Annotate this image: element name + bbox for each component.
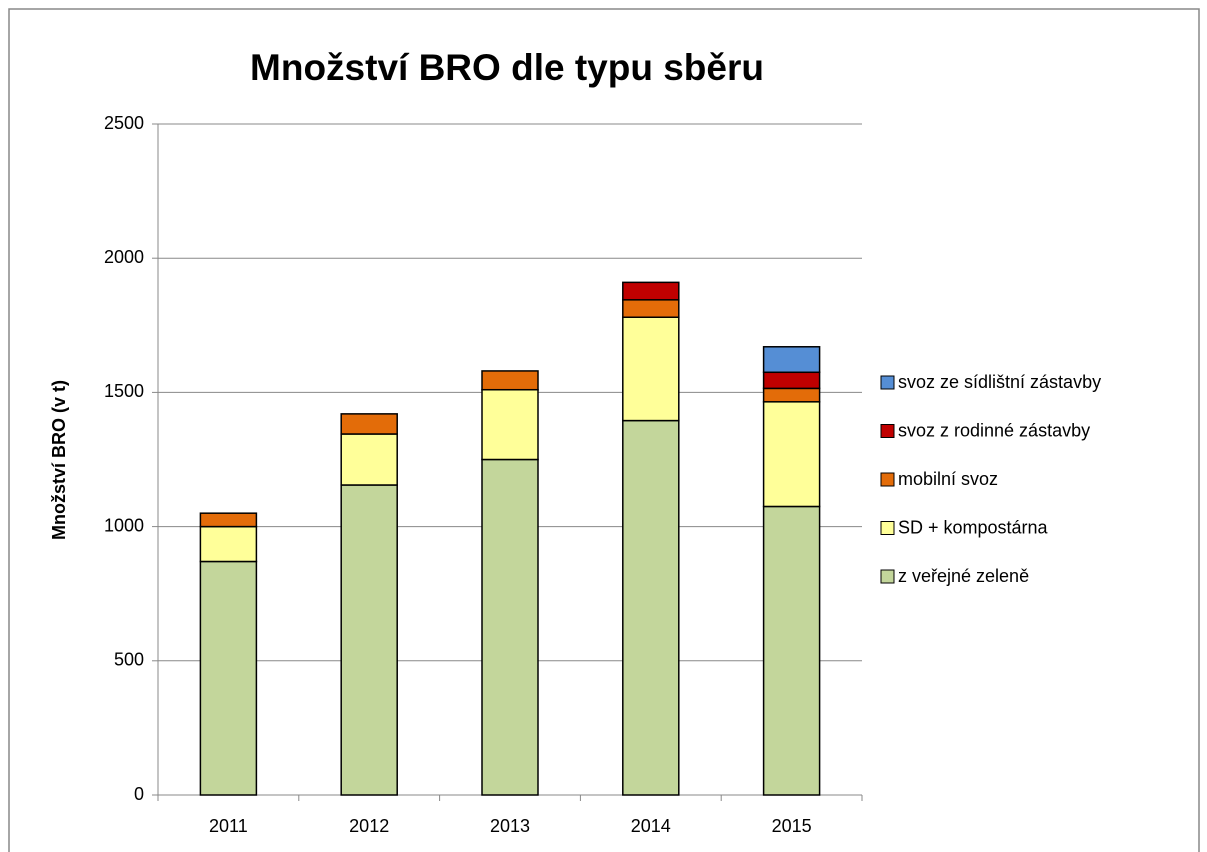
- bar-segment: [199, 560, 258, 796]
- chart-title: Množství BRO dle typu sběru: [250, 47, 764, 88]
- x-tick-label: 2013: [490, 816, 530, 836]
- legend-swatch: [880, 375, 895, 390]
- legend-swatch: [880, 472, 895, 487]
- x-tick-label: 2011: [209, 816, 248, 836]
- bar-segment: [622, 316, 680, 422]
- y-tick-label: 500: [114, 650, 144, 670]
- bar-segment: [622, 281, 680, 301]
- bar-segment: [199, 512, 258, 528]
- x-tick-label: 2015: [772, 816, 812, 836]
- chart-border: [8, 8, 1200, 852]
- legend-swatch: [880, 521, 895, 535]
- y-tick-label: 1500: [104, 381, 144, 401]
- x-tick-label: 2014: [631, 816, 671, 836]
- bar-segment: [622, 299, 680, 318]
- legend-swatch: [880, 569, 895, 584]
- bar-segment: [340, 433, 398, 486]
- bar-segment: [762, 371, 821, 390]
- legend-label: z veřejné zeleně: [898, 566, 1029, 586]
- bar-segment: [481, 458, 539, 796]
- legend-label: svoz z rodinné zástavby: [898, 420, 1090, 440]
- bar-segment: [481, 388, 539, 461]
- bar-segment: [340, 413, 398, 435]
- bar-segment: [622, 419, 680, 796]
- y-axis-label: Množství BRO (v t): [49, 380, 69, 540]
- y-tick-label: 2500: [104, 113, 144, 133]
- y-tick-label: 1000: [104, 515, 144, 535]
- x-tick-label: 2012: [349, 816, 389, 836]
- legend-swatch: [880, 424, 895, 438]
- y-tick-label: 2000: [104, 247, 144, 267]
- bar-segment: [762, 505, 821, 796]
- bar-segment: [481, 370, 539, 391]
- legend-label: mobilní svoz: [898, 469, 998, 489]
- bar-segment: [762, 346, 821, 374]
- legend-label: SD + kompostárna: [898, 517, 1049, 537]
- bar-segment: [199, 525, 258, 563]
- bar-segment: [762, 387, 821, 403]
- bar-segment: [762, 401, 821, 508]
- y-tick-label: 0: [134, 784, 144, 804]
- legend-label: svoz ze sídlištní zástavby: [898, 372, 1101, 392]
- bar-segment: [340, 484, 398, 796]
